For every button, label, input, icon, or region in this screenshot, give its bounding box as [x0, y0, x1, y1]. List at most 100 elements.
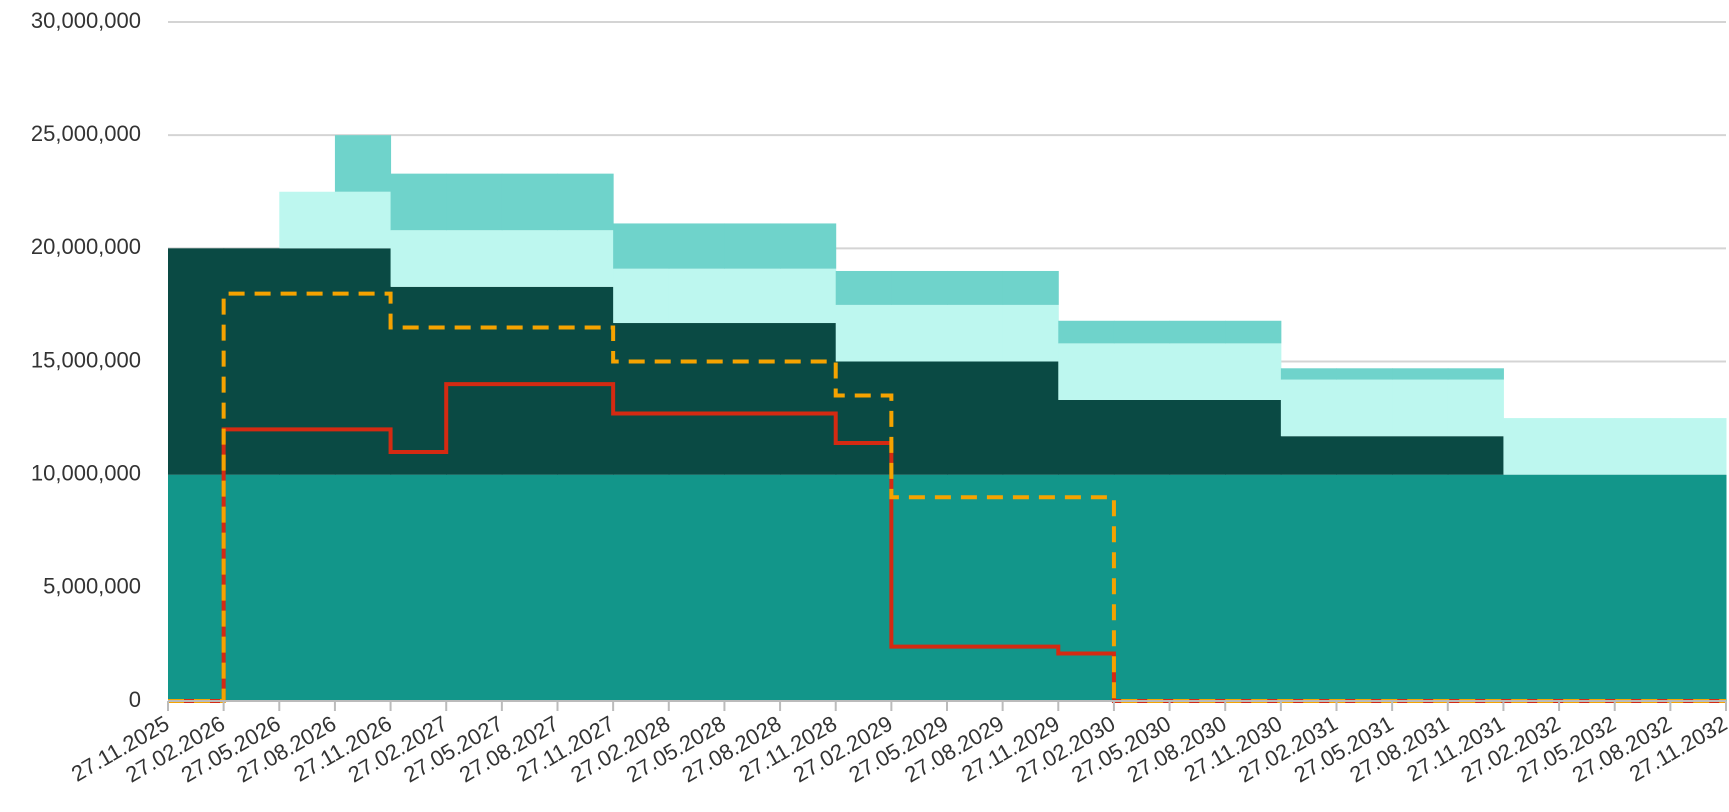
- area-segment: [1113, 343, 1171, 400]
- y-tick-label: 30,000,000: [31, 8, 141, 33]
- area-segment: [780, 323, 837, 475]
- area-segment: [891, 270, 948, 305]
- area-segment: [501, 173, 558, 231]
- area-segment: [1503, 474, 1560, 701]
- area-segment: [1058, 399, 1115, 475]
- area-segment: [1392, 379, 1449, 437]
- area-segment: [1280, 474, 1337, 701]
- area-segment: [446, 230, 503, 287]
- area-segment: [668, 323, 725, 475]
- area-segment: [835, 304, 892, 362]
- y-tick-label: 25,000,000: [31, 121, 141, 146]
- area-segment: [1002, 474, 1059, 701]
- area-segment: [334, 474, 392, 701]
- area-segment: [334, 248, 392, 475]
- area-segment: [1447, 474, 1504, 701]
- area-segment: [1392, 368, 1449, 380]
- area-segment: [947, 474, 1004, 701]
- area-segment: [223, 248, 280, 475]
- area-segment: [1113, 474, 1171, 701]
- area-segment: [668, 268, 725, 324]
- area-segment: [1392, 474, 1449, 701]
- area-segment: [390, 230, 447, 287]
- area-segment: [1503, 418, 1560, 475]
- area-segment: [947, 361, 1004, 475]
- area-segment: [891, 361, 948, 475]
- y-tick-label: 5,000,000: [43, 574, 141, 599]
- y-tick-label: 15,000,000: [31, 347, 141, 372]
- area-segment: [668, 223, 725, 269]
- area-segment: [1447, 379, 1504, 437]
- y-tick-label: 20,000,000: [31, 234, 141, 259]
- area-segment: [613, 268, 670, 324]
- y-tick-label: 10,000,000: [31, 460, 141, 485]
- area-segment: [279, 191, 336, 249]
- area-segment: [279, 474, 336, 701]
- area-segment: [835, 361, 892, 475]
- area-segment: [1113, 399, 1171, 475]
- area-segment: [1225, 343, 1282, 400]
- y-tick-label: 0: [129, 687, 141, 712]
- area-segment: [446, 286, 503, 475]
- area-segment: [613, 323, 670, 475]
- area-segment: [557, 230, 614, 287]
- area-segment: [168, 474, 225, 701]
- area-segment: [1280, 436, 1337, 475]
- area-segment: [279, 248, 336, 475]
- area-segment: [557, 286, 614, 475]
- area-segment: [501, 230, 558, 287]
- area-segment: [1169, 343, 1226, 400]
- area-segment: [557, 173, 614, 231]
- area-segment: [501, 286, 558, 475]
- area-segment: [1336, 474, 1393, 701]
- area-segment: [724, 268, 781, 324]
- area-segment: [446, 173, 503, 231]
- area-segment: [1280, 379, 1337, 437]
- area-segment: [1336, 436, 1393, 475]
- area-segment: [780, 474, 837, 701]
- area-segment: [168, 248, 225, 475]
- area-segment: [724, 223, 781, 269]
- area-segment: [1058, 343, 1115, 400]
- area-segment: [891, 304, 948, 362]
- area-segment: [613, 223, 670, 269]
- area-segment: [446, 474, 503, 701]
- area-segment: [1058, 474, 1115, 701]
- area-segment: [390, 474, 447, 701]
- area-segment: [1002, 361, 1059, 475]
- area-segment: [835, 474, 892, 701]
- area-segment: [1169, 474, 1226, 701]
- area-segment: [1559, 418, 1616, 475]
- area-segment: [780, 223, 837, 269]
- area-segment: [501, 474, 558, 701]
- area-segment: [1225, 399, 1282, 475]
- area-segment: [557, 474, 614, 701]
- area-segment: [1336, 368, 1393, 380]
- area-segment: [780, 268, 837, 324]
- area-segment: [891, 474, 948, 701]
- area-segment: [1225, 474, 1282, 701]
- area-segment: [1058, 320, 1115, 344]
- area-segment: [223, 474, 280, 701]
- area-segment: [1002, 270, 1059, 305]
- area-segment: [1559, 474, 1616, 701]
- area-segment: [1447, 368, 1504, 380]
- area-segment: [390, 286, 447, 475]
- area-segment: [1280, 368, 1337, 380]
- area-segment: [334, 135, 392, 192]
- area-segment: [1002, 304, 1059, 362]
- area-segment: [724, 323, 781, 475]
- area-segment: [1670, 474, 1727, 701]
- area-segment: [724, 474, 781, 701]
- area-segment: [835, 270, 892, 305]
- area-segment: [947, 270, 1004, 305]
- area-segment: [1169, 399, 1226, 475]
- area-segment: [1169, 320, 1226, 344]
- area-segment: [1614, 418, 1671, 475]
- area-segment: [1113, 320, 1171, 344]
- area-segment: [1336, 379, 1393, 437]
- area-segment: [613, 474, 670, 701]
- area-segment: [1225, 320, 1282, 344]
- area-segment: [1670, 418, 1727, 475]
